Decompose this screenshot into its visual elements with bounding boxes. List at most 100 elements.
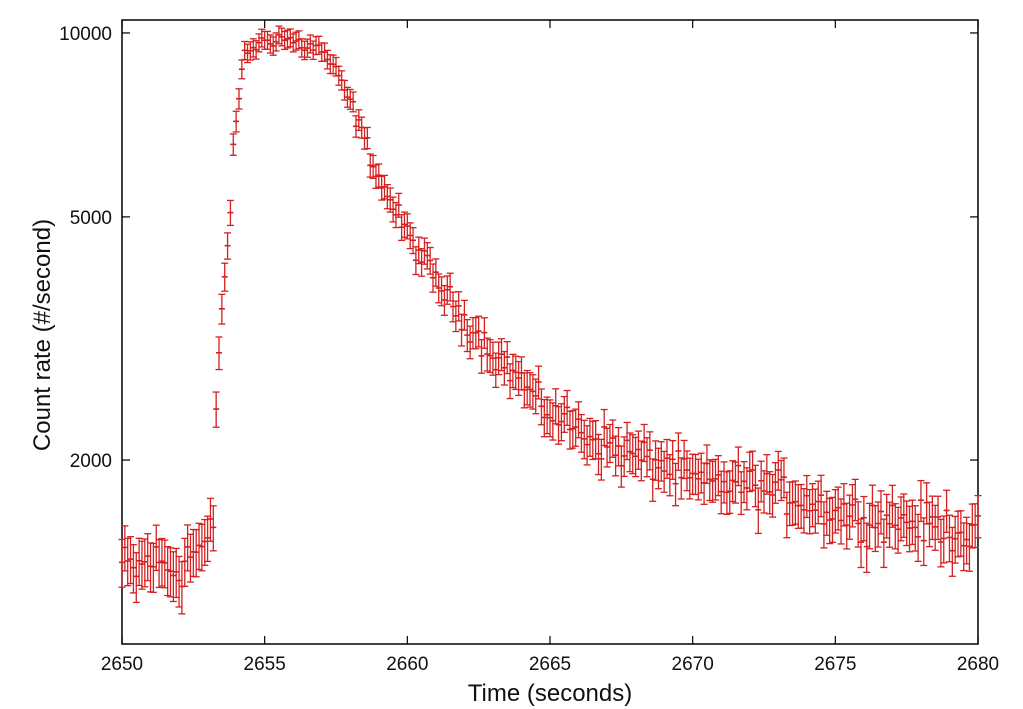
data-point	[366, 153, 374, 178]
data-point	[144, 533, 152, 582]
data-point	[432, 258, 440, 287]
data-point	[392, 201, 400, 229]
data-point	[606, 423, 614, 464]
axis-ticks: 2650 2655 2660 2665 2670 2675 2680 2000 5000 1000…	[59, 20, 999, 675]
data-point	[920, 517, 928, 567]
data-point	[124, 537, 132, 587]
data-point	[917, 479, 925, 523]
data-point	[943, 489, 951, 533]
plot-frame	[121, 19, 979, 645]
data-point	[349, 91, 357, 113]
data-point	[623, 421, 631, 461]
data-point	[212, 391, 220, 428]
data-point	[543, 396, 551, 435]
data-point	[520, 372, 528, 409]
data-point	[486, 339, 494, 374]
data-point	[221, 262, 229, 292]
data-point	[495, 341, 503, 376]
data-point	[537, 388, 545, 426]
data-point	[363, 126, 371, 150]
data-point	[612, 435, 620, 477]
data-point	[235, 88, 243, 110]
data-point	[945, 514, 953, 563]
x-tick-label: 2680	[957, 654, 999, 675]
data-point	[857, 518, 865, 569]
data-point	[746, 451, 754, 493]
data-point	[269, 36, 277, 56]
data-point	[897, 496, 905, 542]
data-point	[186, 533, 194, 583]
data-point	[492, 352, 500, 389]
data-point	[226, 199, 234, 227]
data-point	[184, 524, 192, 572]
data-point	[883, 493, 891, 539]
y-tick-label: 2000	[70, 451, 112, 472]
data-point	[506, 363, 514, 400]
data-point	[629, 434, 637, 475]
data-point	[224, 232, 232, 260]
data-point	[783, 491, 791, 539]
data-point	[169, 551, 177, 603]
data-point	[563, 389, 571, 426]
data-point	[692, 453, 700, 496]
data-point	[255, 33, 263, 53]
data-point	[652, 440, 660, 481]
data-point	[555, 406, 563, 445]
x-tick-label: 2650	[101, 654, 143, 675]
data-points	[118, 25, 982, 615]
y-tick-label: 10000	[59, 24, 112, 45]
data-point	[903, 500, 911, 547]
data-point	[540, 398, 548, 438]
data-point	[523, 369, 531, 406]
data-point	[609, 419, 617, 458]
data-point	[663, 438, 671, 479]
data-point	[229, 133, 237, 156]
x-tick-label: 2675	[814, 654, 856, 675]
data-point	[595, 433, 603, 476]
data-point	[737, 471, 745, 516]
data-point	[480, 317, 488, 349]
data-point	[797, 483, 805, 529]
data-point	[435, 273, 443, 304]
data-point	[731, 461, 739, 504]
data-point	[149, 542, 157, 593]
data-point	[646, 431, 654, 471]
x-tick-label: 2670	[672, 654, 714, 675]
data-point	[714, 455, 722, 497]
data-point	[931, 504, 939, 551]
data-point	[697, 452, 705, 494]
data-point	[209, 505, 217, 552]
data-point	[891, 503, 899, 550]
data-point	[826, 497, 834, 545]
data-point	[654, 447, 662, 490]
y-tick-label: 5000	[70, 208, 112, 229]
data-point	[497, 338, 505, 372]
x-axis-title: Time (seconds)	[468, 680, 632, 707]
data-point	[583, 425, 591, 466]
data-point	[512, 355, 520, 391]
data-point	[460, 299, 468, 331]
y-axis-title: Count rate (#/second)	[29, 219, 56, 451]
data-point	[215, 336, 223, 371]
data-point	[828, 496, 836, 543]
x-tick-label: 2665	[529, 654, 571, 675]
data-point	[854, 501, 862, 548]
data-point	[592, 420, 600, 460]
data-point	[418, 248, 426, 277]
x-tick-label: 2660	[386, 654, 428, 675]
data-point	[789, 481, 797, 526]
data-point	[600, 408, 608, 447]
data-point	[218, 293, 226, 325]
data-point	[734, 446, 742, 487]
data-point	[749, 450, 757, 491]
x-tick-label: 2655	[244, 654, 286, 675]
data-point	[831, 488, 839, 534]
data-point	[509, 353, 517, 389]
data-point	[934, 495, 942, 541]
data-point	[877, 490, 885, 535]
data-point	[400, 211, 408, 238]
data-point	[138, 540, 146, 590]
data-point	[266, 34, 274, 54]
data-point	[232, 110, 240, 133]
